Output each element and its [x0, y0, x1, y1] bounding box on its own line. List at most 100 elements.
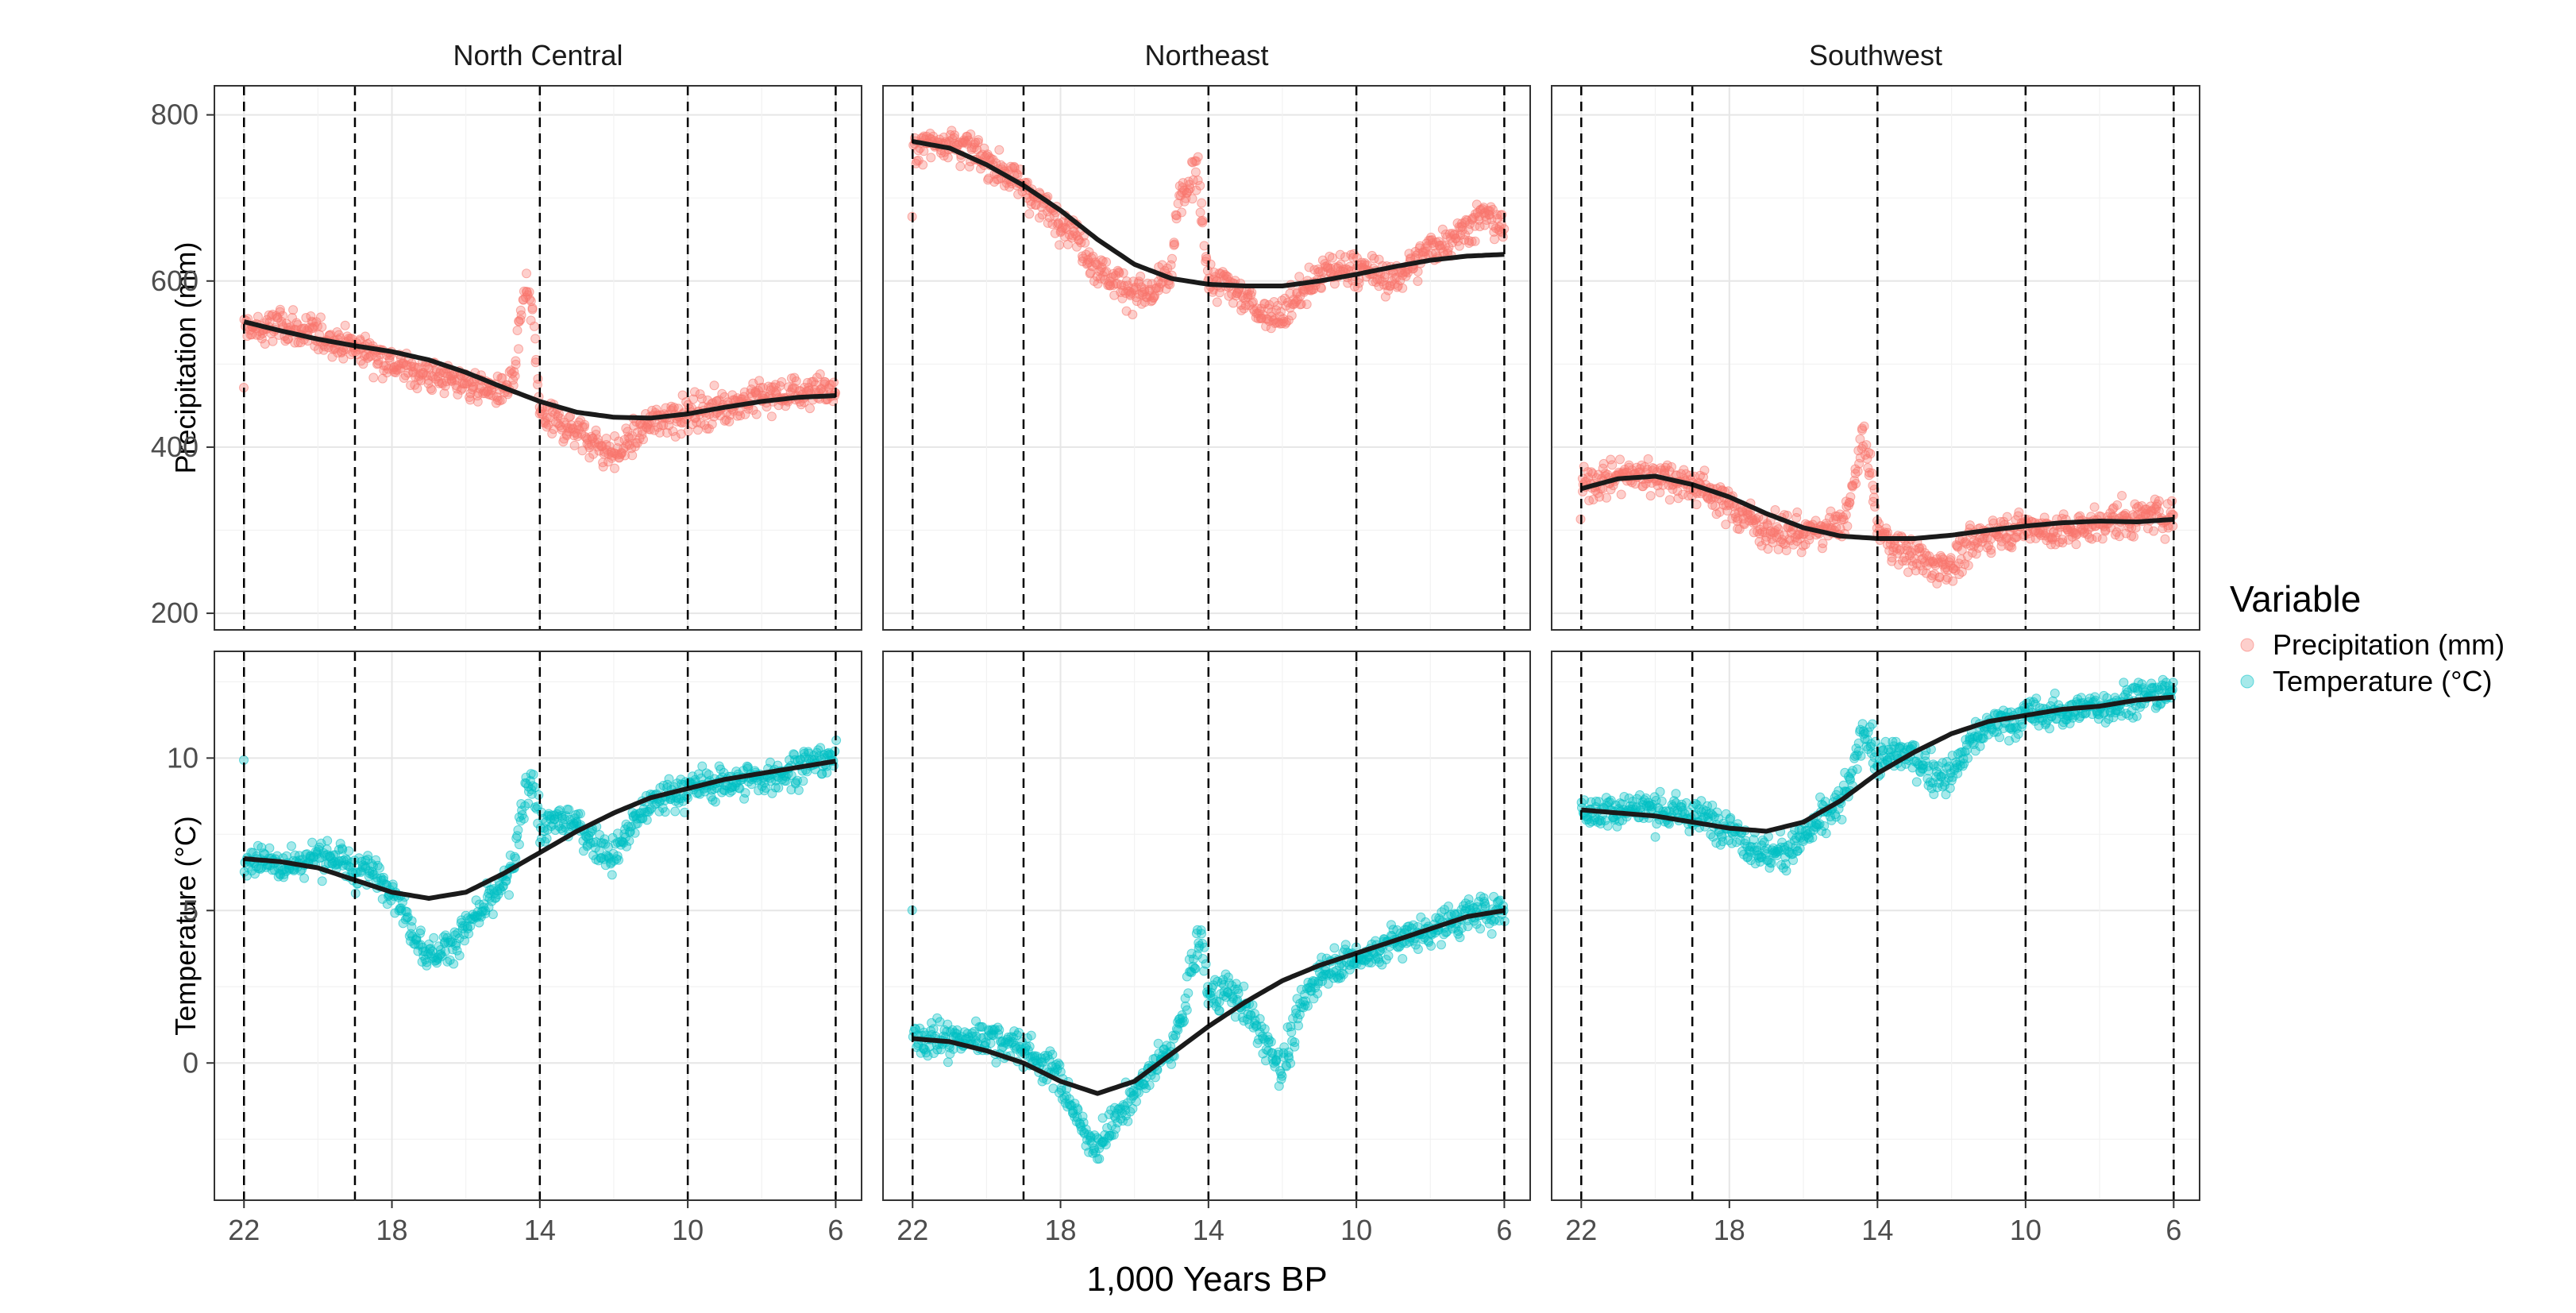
trend-line	[243, 319, 836, 421]
data-point	[1856, 751, 1866, 761]
data-point	[1986, 548, 1996, 558]
data-point	[919, 146, 929, 156]
data-point	[317, 876, 327, 886]
data-point	[1182, 1005, 1192, 1015]
data-point	[1444, 902, 1453, 911]
data-point	[529, 321, 539, 331]
data-point	[534, 790, 544, 800]
legend-label-precipitation: Precipitation (mm)	[2273, 628, 2505, 661]
data-point	[511, 356, 521, 366]
data-point	[1193, 152, 1203, 162]
data-point	[1763, 832, 1773, 842]
data-point	[584, 453, 595, 463]
x-tick-label: 10	[672, 1214, 704, 1246]
data-point	[815, 369, 825, 379]
data-point	[1290, 1041, 1300, 1052]
data-point	[1383, 951, 1394, 961]
x-tick-label: 18	[1714, 1214, 1745, 1246]
panel-border	[1551, 651, 2200, 1201]
data-point	[363, 851, 373, 861]
panel-northeast-temperature-c: 22 18 14 10 6	[882, 651, 1531, 1246]
data-point	[542, 833, 552, 844]
data-point	[488, 909, 498, 920]
data-point	[1948, 576, 1958, 586]
data-point	[1413, 276, 1423, 286]
data-point	[1851, 478, 1861, 489]
data-point	[1788, 855, 1799, 865]
data-point	[449, 959, 459, 969]
data-point	[569, 440, 580, 450]
data-point	[454, 951, 465, 960]
data-point	[943, 1057, 953, 1068]
data-point	[630, 828, 640, 838]
data-point	[2129, 531, 2138, 542]
data-point	[1276, 307, 1286, 317]
data-point	[772, 386, 781, 396]
data-point	[1911, 777, 1922, 787]
data-point	[2014, 507, 2024, 517]
data-point	[1615, 454, 1625, 465]
data-point	[1132, 1096, 1141, 1106]
data-point	[1093, 279, 1103, 289]
data-point	[513, 825, 523, 835]
data-point	[1770, 505, 1780, 515]
data-point	[1283, 315, 1294, 326]
data-point	[1096, 255, 1106, 265]
data-point	[1165, 280, 1175, 290]
data-point	[1818, 539, 1828, 549]
data-point	[1201, 252, 1211, 262]
data-point	[1821, 828, 1831, 839]
data-point	[707, 419, 717, 429]
data-point	[1487, 929, 1497, 939]
legend: Variable Precipitation (mm) Temperature …	[2230, 578, 2505, 697]
data-point	[1136, 271, 1146, 281]
data-point	[955, 161, 966, 172]
data-point	[542, 412, 552, 423]
data-point	[642, 815, 652, 825]
data-point	[497, 395, 507, 405]
y-tick-label: 200	[151, 597, 199, 629]
data-point	[1199, 241, 1209, 251]
data-point	[1650, 832, 1660, 842]
data-point	[1655, 786, 1665, 797]
x-axis-label: 1,000 Years BP	[1086, 1260, 1327, 1299]
panel-border	[214, 651, 862, 1201]
data-point	[1094, 1153, 1105, 1164]
data-point	[791, 376, 801, 386]
data-point	[1699, 465, 1710, 476]
data-point	[829, 377, 839, 388]
data-point	[1179, 1016, 1190, 1026]
data-point	[805, 404, 815, 414]
data-point	[766, 411, 777, 422]
data-point	[1671, 789, 1681, 799]
data-point	[338, 353, 349, 364]
data-point	[2045, 724, 2054, 734]
data-point	[676, 429, 686, 439]
data-point	[2089, 502, 2100, 512]
data-point	[264, 843, 275, 853]
data-point	[412, 384, 422, 394]
column-strips: North Central Northeast Southwest	[453, 39, 1942, 71]
data-point	[662, 427, 672, 438]
data-point	[985, 1038, 996, 1048]
y-tick-label: 0	[183, 1046, 199, 1079]
data-point	[530, 357, 541, 368]
data-point	[777, 377, 787, 387]
y-tick-label: 400	[151, 431, 199, 463]
data-point	[1327, 253, 1337, 263]
data-point	[511, 359, 521, 369]
x-tick-label: 6	[1496, 1214, 1512, 1246]
data-point	[2050, 688, 2060, 698]
data-point	[511, 853, 521, 863]
legend-key-precipitation	[2240, 638, 2254, 652]
x-tick-label: 6	[2165, 1214, 2181, 1246]
data-point	[288, 305, 299, 315]
data-point	[530, 334, 541, 344]
y-tick-label: 10	[167, 741, 199, 774]
data-point	[1995, 732, 2005, 743]
data-point	[740, 409, 750, 419]
data-point	[1837, 814, 1847, 824]
data-point	[516, 310, 526, 320]
data-point	[504, 890, 514, 900]
data-point	[943, 153, 953, 163]
